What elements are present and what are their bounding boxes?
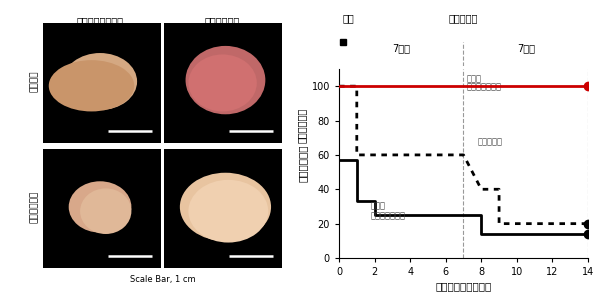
Bar bbox=[164, 23, 283, 143]
Text: 肝切除時: 肝切除時 bbox=[30, 71, 39, 92]
Ellipse shape bbox=[69, 181, 131, 232]
Ellipse shape bbox=[180, 173, 271, 241]
Text: レシピエント肝臓: レシピエント肝臓 bbox=[77, 16, 124, 26]
Ellipse shape bbox=[188, 180, 268, 242]
Text: 培養肝: 培養肝 bbox=[467, 74, 482, 83]
Text: 従来保存肝: 従来保存肝 bbox=[478, 137, 503, 146]
X-axis label: 移植経過時間（日）: 移植経過時間（日） bbox=[436, 281, 491, 291]
Text: 肝切除７日後: 肝切除７日後 bbox=[30, 191, 39, 223]
Bar bbox=[164, 148, 283, 268]
Text: （赤血球有り）: （赤血球有り） bbox=[467, 83, 502, 92]
Bar bbox=[43, 148, 161, 268]
Ellipse shape bbox=[63, 53, 137, 110]
Ellipse shape bbox=[188, 55, 257, 112]
Text: Scale Bar, 1 cm: Scale Bar, 1 cm bbox=[130, 275, 196, 284]
Y-axis label: 生存率（％）: 生存率（％） bbox=[298, 145, 307, 182]
Text: 生存率（％）: 生存率（％） bbox=[296, 108, 307, 143]
Text: 7日間: 7日間 bbox=[517, 43, 535, 53]
Text: 移植した肝臓: 移植した肝臓 bbox=[205, 16, 240, 26]
Text: 培養肝: 培養肝 bbox=[371, 201, 386, 210]
Ellipse shape bbox=[49, 60, 134, 112]
Bar bbox=[43, 23, 161, 143]
Text: （赤血球無し）: （赤血球無し） bbox=[371, 211, 406, 220]
Ellipse shape bbox=[185, 46, 265, 114]
Text: 移植: 移植 bbox=[343, 13, 355, 23]
Ellipse shape bbox=[80, 188, 131, 234]
Text: 7日間: 7日間 bbox=[392, 43, 410, 53]
Text: 部分肝切除: 部分肝切除 bbox=[449, 13, 478, 23]
